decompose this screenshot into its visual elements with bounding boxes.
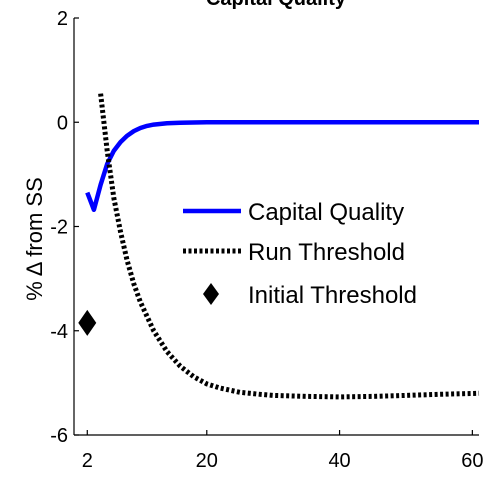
y-tick-label: 2 bbox=[57, 8, 68, 30]
legend: Capital Quality Run Threshold Initial Thre… bbox=[183, 199, 417, 309]
y-tick-label: 0 bbox=[57, 112, 68, 134]
axes-layer: 2 20 40 60 -6 -4 -2 0 2 bbox=[50, 8, 483, 472]
chart-title: Capital Quality bbox=[206, 0, 347, 10]
legend-label-run-threshold: Run Threshold bbox=[248, 239, 405, 266]
legend-swatch-initial-threshold bbox=[203, 283, 219, 305]
x-tick-label: 40 bbox=[328, 450, 350, 472]
y-axis-label: % Δ from SS bbox=[22, 177, 47, 301]
run-threshold-line bbox=[98, 93, 480, 400]
y-tick-label: -4 bbox=[50, 321, 68, 343]
x-tick-label: 2 bbox=[82, 450, 93, 472]
plot-area bbox=[74, 18, 479, 435]
y-tick-label: -6 bbox=[50, 425, 68, 447]
x-tick-label: 60 bbox=[461, 450, 483, 472]
initial-threshold-marker bbox=[78, 309, 97, 336]
series-layer bbox=[78, 93, 480, 400]
x-tick-label: 20 bbox=[196, 450, 218, 472]
legend-label-initial-threshold: Initial Threshold bbox=[248, 282, 417, 309]
y-tick-label: -2 bbox=[50, 217, 68, 239]
legend-label-capital-quality: Capital Quality bbox=[248, 199, 404, 226]
